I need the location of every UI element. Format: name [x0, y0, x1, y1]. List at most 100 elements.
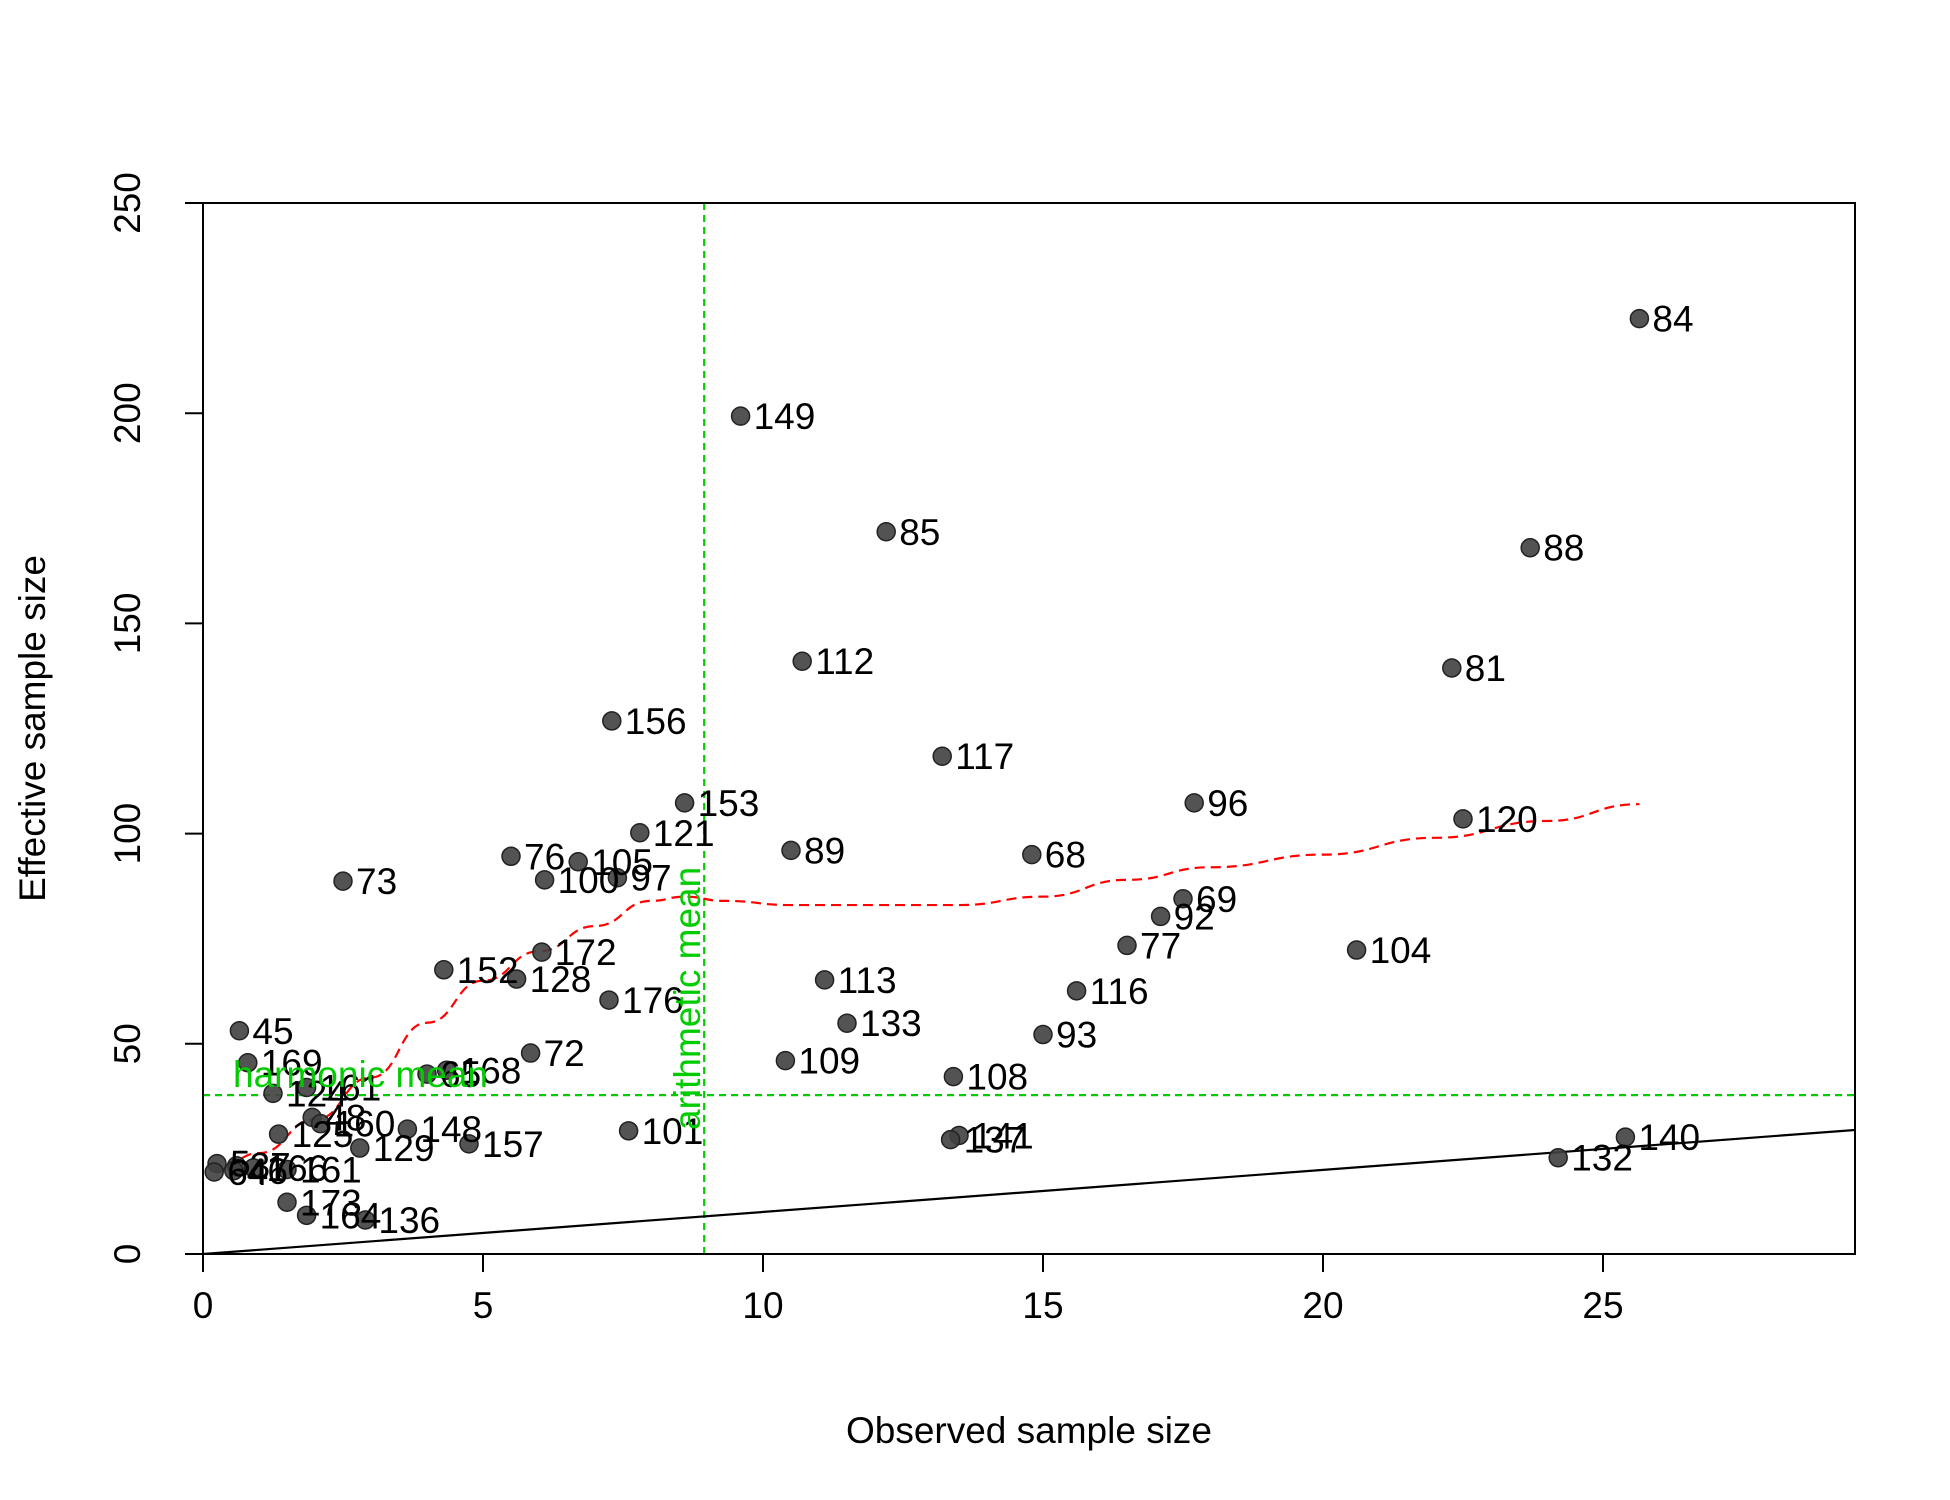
point-label: 45 [252, 1011, 293, 1052]
point-label: 96 [1207, 783, 1248, 824]
data-point [229, 1021, 250, 1041]
data-point [837, 1013, 857, 1033]
point-label: 140 [1638, 1117, 1700, 1158]
point-labels: 84 149 85 88 112 81 156 117 153 96 120 121 89 68 76 105… [227, 299, 1700, 1241]
data-point [310, 1113, 331, 1134]
point-label: 85 [899, 512, 940, 553]
data-point [534, 870, 555, 890]
point-label: 105 [591, 842, 653, 883]
data-point [417, 1064, 437, 1084]
point-label: 101 [642, 1111, 704, 1152]
point-label: 128 [530, 959, 592, 1000]
data-point [434, 960, 454, 980]
point-label: 92 [1174, 896, 1215, 937]
reference-labels: arithmetic mean harmonic mean [233, 867, 708, 1130]
point-label: 149 [754, 396, 816, 437]
data-point [506, 969, 527, 989]
data-points [204, 308, 1650, 1230]
data-point [1033, 1024, 1053, 1045]
point-label: 172 [555, 932, 617, 973]
point-label: 173 [300, 1182, 362, 1223]
data-point [459, 1134, 479, 1154]
plot-frame [202, 202, 1856, 1255]
data-point [814, 970, 835, 990]
x-axis-label: Observed sample size [846, 1410, 1212, 1451]
data-point [296, 1077, 317, 1098]
reference-lines [203, 203, 1855, 1254]
point-label: 161 [320, 1068, 382, 1109]
data-point [792, 651, 812, 671]
data-point [602, 711, 622, 731]
data-point [630, 823, 650, 843]
identity-line-group [203, 1128, 1855, 1254]
data-point [618, 1121, 639, 1141]
point-label: 124 [286, 1073, 348, 1114]
x-tick-label: 5 [473, 1285, 494, 1326]
data-point [730, 406, 751, 426]
y-tick-label: 150 [107, 593, 148, 655]
x-tick-label: 20 [1302, 1285, 1343, 1326]
point-label: 109 [798, 1041, 860, 1082]
point-label: 166 [266, 1148, 328, 1189]
harmonic-mean-label: harmonic mean [233, 1054, 488, 1095]
data-point [599, 990, 619, 1010]
point-label: 161 [300, 1149, 362, 1190]
x-tick-label: 15 [1022, 1285, 1063, 1326]
point-label: 77 [1140, 925, 1181, 966]
arithmetic-mean-label: arithmetic mean [667, 867, 708, 1130]
data-point [532, 942, 552, 962]
point-label: 120 [1476, 799, 1538, 840]
data-point [350, 1138, 370, 1158]
point-label: 156 [625, 701, 687, 742]
data-point [1173, 889, 1193, 909]
point-label: 100 [558, 860, 620, 901]
point-label: 125 [292, 1114, 354, 1155]
data-point [1453, 809, 1473, 829]
point-label: 164 [320, 1195, 382, 1236]
data-point [333, 871, 353, 891]
data-point [1520, 537, 1540, 558]
data-point [1117, 935, 1137, 956]
identity-line [203, 1128, 1855, 1254]
data-point [607, 867, 628, 888]
point-label: 141 [972, 1115, 1034, 1156]
point-label: 160 [334, 1104, 396, 1145]
y-axis-label: Effective sample size [12, 555, 53, 902]
y-tick-label: 100 [107, 803, 148, 865]
point-label: 97 [630, 858, 671, 899]
data-point [1615, 1127, 1636, 1147]
data-point [263, 1083, 283, 1104]
point-label: 168 [460, 1050, 522, 1091]
point-label: 113 [838, 960, 897, 1001]
x-tick-label: 0 [193, 1285, 214, 1326]
point-label: 81 [1465, 648, 1506, 689]
point-label: 104 [1370, 930, 1432, 971]
x-axis: 0 5 10 15 20 25 [193, 1253, 1624, 1326]
data-point [1629, 308, 1650, 329]
point-label: 121 [653, 813, 715, 854]
data-point [277, 1192, 297, 1213]
data-point [436, 1060, 457, 1081]
point-label: 116 [1090, 971, 1149, 1012]
smooth-trend-line [214, 803, 1640, 1174]
data-point [243, 1158, 264, 1178]
point-label: 176 [622, 980, 684, 1021]
point-label: 108 [966, 1057, 1028, 1098]
point-label: 89 [804, 830, 845, 871]
point-label: 133 [860, 1003, 922, 1044]
point-label: 84 [1652, 299, 1693, 340]
data-point [520, 1043, 541, 1063]
data-point [1150, 906, 1171, 927]
data-point [1022, 844, 1042, 865]
data-point [775, 1050, 796, 1071]
x-tick-label: 25 [1582, 1285, 1623, 1326]
data-point [268, 1124, 289, 1144]
point-label: 64 [227, 1152, 268, 1193]
data-point [1066, 981, 1087, 1001]
smooth-line-group [214, 803, 1640, 1174]
data-point [1346, 940, 1367, 960]
data-point [397, 1119, 418, 1139]
data-point [501, 846, 521, 867]
data-point [1548, 1147, 1568, 1168]
